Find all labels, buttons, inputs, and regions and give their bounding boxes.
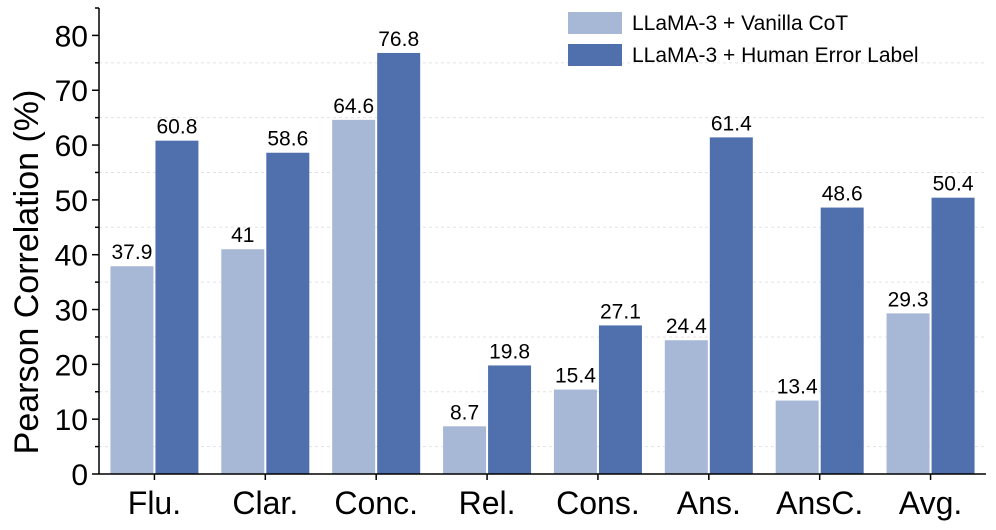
legend: LLaMA-3 + Vanilla CoT LLaMA-3 + Human Err…: [568, 12, 919, 67]
legend-label: LLaMA-3 + Vanilla CoT: [632, 12, 848, 35]
data-label: 48.6: [822, 183, 863, 206]
data-label: 61.4: [711, 112, 752, 135]
bars: [110, 52, 975, 475]
bar: [886, 313, 930, 474]
x-tick-label: Rel.: [459, 485, 516, 521]
data-label: 76.8: [378, 28, 419, 51]
y-tick-label: 40: [55, 240, 88, 273]
data-labels: 37.9 41 64.6 8.7 15.4 24.4 13.4 29.3 60.8 58.6 76.…: [112, 28, 974, 424]
bar: [931, 197, 975, 475]
data-label: 24.4: [666, 315, 707, 338]
bar: [332, 119, 376, 474]
bar: [110, 266, 154, 474]
x-tick-label: Clar.: [232, 485, 298, 521]
y-tick-label: 0: [71, 459, 88, 492]
data-label: 29.3: [888, 288, 929, 311]
bar: [377, 52, 421, 475]
legend-label: LLaMA-3 + Human Error Label: [632, 44, 919, 67]
data-label: 64.6: [333, 95, 374, 118]
axes: 0 10 20 30 40 50 60 70 80 Flu. Clar. Conc. Rel. Cons.…: [55, 7, 986, 521]
data-label: 19.8: [489, 340, 530, 363]
data-label: 58.6: [267, 128, 308, 151]
bar: [664, 340, 708, 474]
bar: [820, 207, 864, 474]
data-label: 13.4: [777, 376, 818, 399]
bar: [155, 140, 199, 474]
y-tick-label: 20: [55, 349, 88, 382]
x-tick-label: Avg.: [899, 485, 962, 521]
x-tick-label: Conc.: [334, 485, 418, 521]
x-tick-label: Ans.: [677, 485, 741, 521]
data-label: 50.4: [933, 173, 974, 196]
bar: [775, 400, 819, 474]
bar: [266, 152, 310, 474]
y-tick-label: 50: [55, 185, 88, 218]
bar: [443, 426, 487, 474]
data-label: 37.9: [112, 241, 153, 264]
bar: [221, 249, 265, 474]
legend-swatch: [568, 44, 622, 66]
data-label: 27.1: [600, 300, 641, 323]
data-label: 8.7: [450, 401, 479, 424]
y-tick-label: 60: [55, 130, 88, 163]
bar: [553, 389, 597, 474]
y-axis-label: Pearson Correlation (%): [8, 90, 46, 455]
x-tick-label: Cons.: [556, 485, 640, 521]
data-label: 60.8: [157, 116, 198, 139]
y-tick-label: 80: [55, 20, 88, 53]
bar: [598, 325, 642, 474]
legend-swatch: [568, 12, 622, 34]
bar: [709, 137, 753, 474]
data-label: 41: [231, 224, 254, 247]
bar: [488, 365, 532, 474]
y-tick-label: 10: [55, 404, 88, 437]
x-tick-label: AnsC.: [776, 485, 863, 521]
x-tick-label: Flu.: [128, 485, 181, 521]
data-label: 15.4: [555, 365, 596, 388]
y-tick-label: 30: [55, 295, 88, 328]
y-tick-label: 70: [55, 75, 88, 108]
